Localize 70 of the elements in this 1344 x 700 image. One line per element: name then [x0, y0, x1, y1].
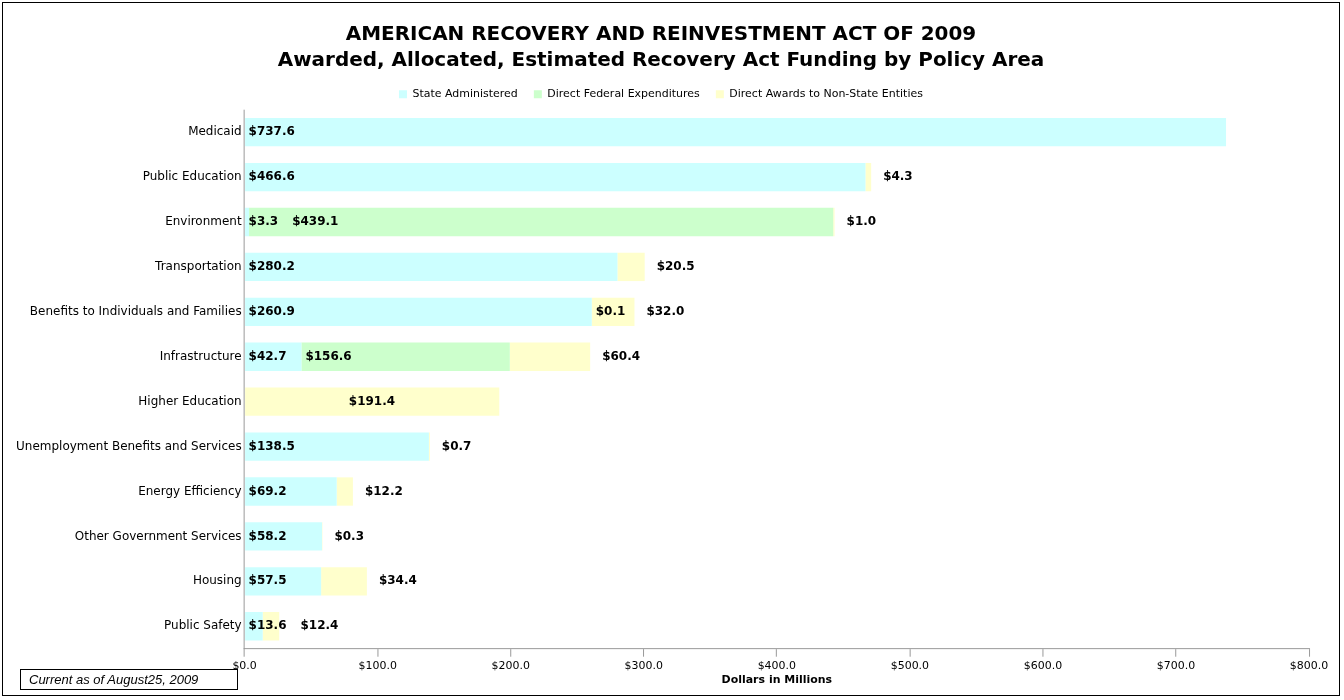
chart-title: AMERICAN RECOVERY AND REINVESTMENT ACT OF 2009	[345, 21, 977, 46]
x-tick-label: $700.0	[1156, 659, 1196, 673]
data-label: $0.1	[595, 303, 626, 318]
bar	[321, 567, 367, 596]
data-label: $32.0	[646, 303, 685, 318]
data-label: $60.4	[602, 348, 641, 363]
data-label: $20.5	[656, 259, 695, 274]
data-label: $280.2	[248, 259, 295, 274]
bar	[245, 567, 322, 596]
data-label: $191.4	[348, 393, 396, 408]
y-tick-label: Public Safety	[164, 618, 242, 633]
bar	[245, 162, 866, 192]
y-tick-label: Benefits to Individuals and Families	[29, 303, 242, 318]
y-tick-label: Other Government Services	[74, 528, 242, 543]
legend-label: Direct Awards to Non-State Entities	[729, 87, 924, 101]
data-label: $57.5	[248, 573, 287, 588]
data-label: $42.7	[248, 348, 287, 363]
x-tick-label: $0.0	[232, 659, 257, 673]
data-label: $12.4	[300, 618, 339, 633]
x-axis-title: Dollars in Millions	[721, 673, 833, 687]
bar	[245, 118, 1227, 147]
text: Current as of August25, 2009	[29, 672, 199, 687]
bar	[865, 162, 872, 192]
bar	[245, 522, 323, 551]
bar	[245, 477, 337, 506]
y-tick-label: Unemployment Benefits and Services	[16, 438, 242, 453]
y-tick-label: Energy Efficiency	[138, 483, 242, 498]
legend-label: State Administered	[412, 87, 518, 101]
data-label: $12.2	[364, 483, 403, 498]
data-label: $156.6	[305, 348, 352, 363]
x-tick-label: $100.0	[358, 659, 397, 673]
data-label: $3.3	[248, 214, 279, 229]
bar	[509, 342, 591, 371]
y-tick-label: Infrastructure	[159, 348, 242, 363]
data-label: $260.9	[248, 303, 295, 318]
y-tick-label: Housing	[192, 573, 242, 588]
data-label: $737.6	[248, 124, 295, 139]
y-tick-label: Higher Education	[138, 393, 242, 408]
data-label: $138.5	[248, 438, 295, 453]
bar	[245, 387, 500, 416]
x-tick-label: $300.0	[624, 659, 663, 673]
data-label: $58.2	[248, 528, 287, 543]
bar	[617, 252, 645, 282]
bar	[249, 207, 834, 237]
chart-subtitle: Awarded, Allocated, Estimated Recovery Act Funding by Policy Area	[277, 47, 1045, 72]
bar	[245, 432, 429, 461]
x-tick-label: $400.0	[757, 659, 797, 673]
data-label: $439.1	[292, 214, 339, 229]
bar	[245, 297, 592, 326]
bar	[336, 477, 353, 506]
data-label: $466.6	[248, 169, 295, 184]
bar	[301, 342, 510, 371]
data-label: $1.0	[846, 214, 877, 229]
bar	[245, 252, 618, 282]
x-tick-label: $600.0	[1023, 659, 1063, 673]
x-tick-label: $800.0	[1289, 659, 1329, 673]
y-tick-label: Medicaid	[188, 124, 242, 139]
legend-label: Direct Federal Expenditures	[547, 87, 701, 101]
data-label: $0.3	[334, 528, 364, 543]
bar	[245, 207, 250, 237]
y-tick-label: Transportation	[154, 259, 242, 274]
data-label: $0.7	[441, 438, 472, 453]
data-label: $4.3	[883, 169, 913, 184]
y-tick-label: Environment	[165, 214, 242, 229]
data-label: $13.6	[248, 618, 287, 633]
y-tick-label: Public Education	[142, 169, 242, 184]
x-tick-label: $200.0	[491, 659, 530, 673]
data-label: $34.4	[378, 573, 417, 588]
x-tick-label: $500.0	[890, 659, 930, 673]
data-label: $69.2	[248, 483, 287, 498]
